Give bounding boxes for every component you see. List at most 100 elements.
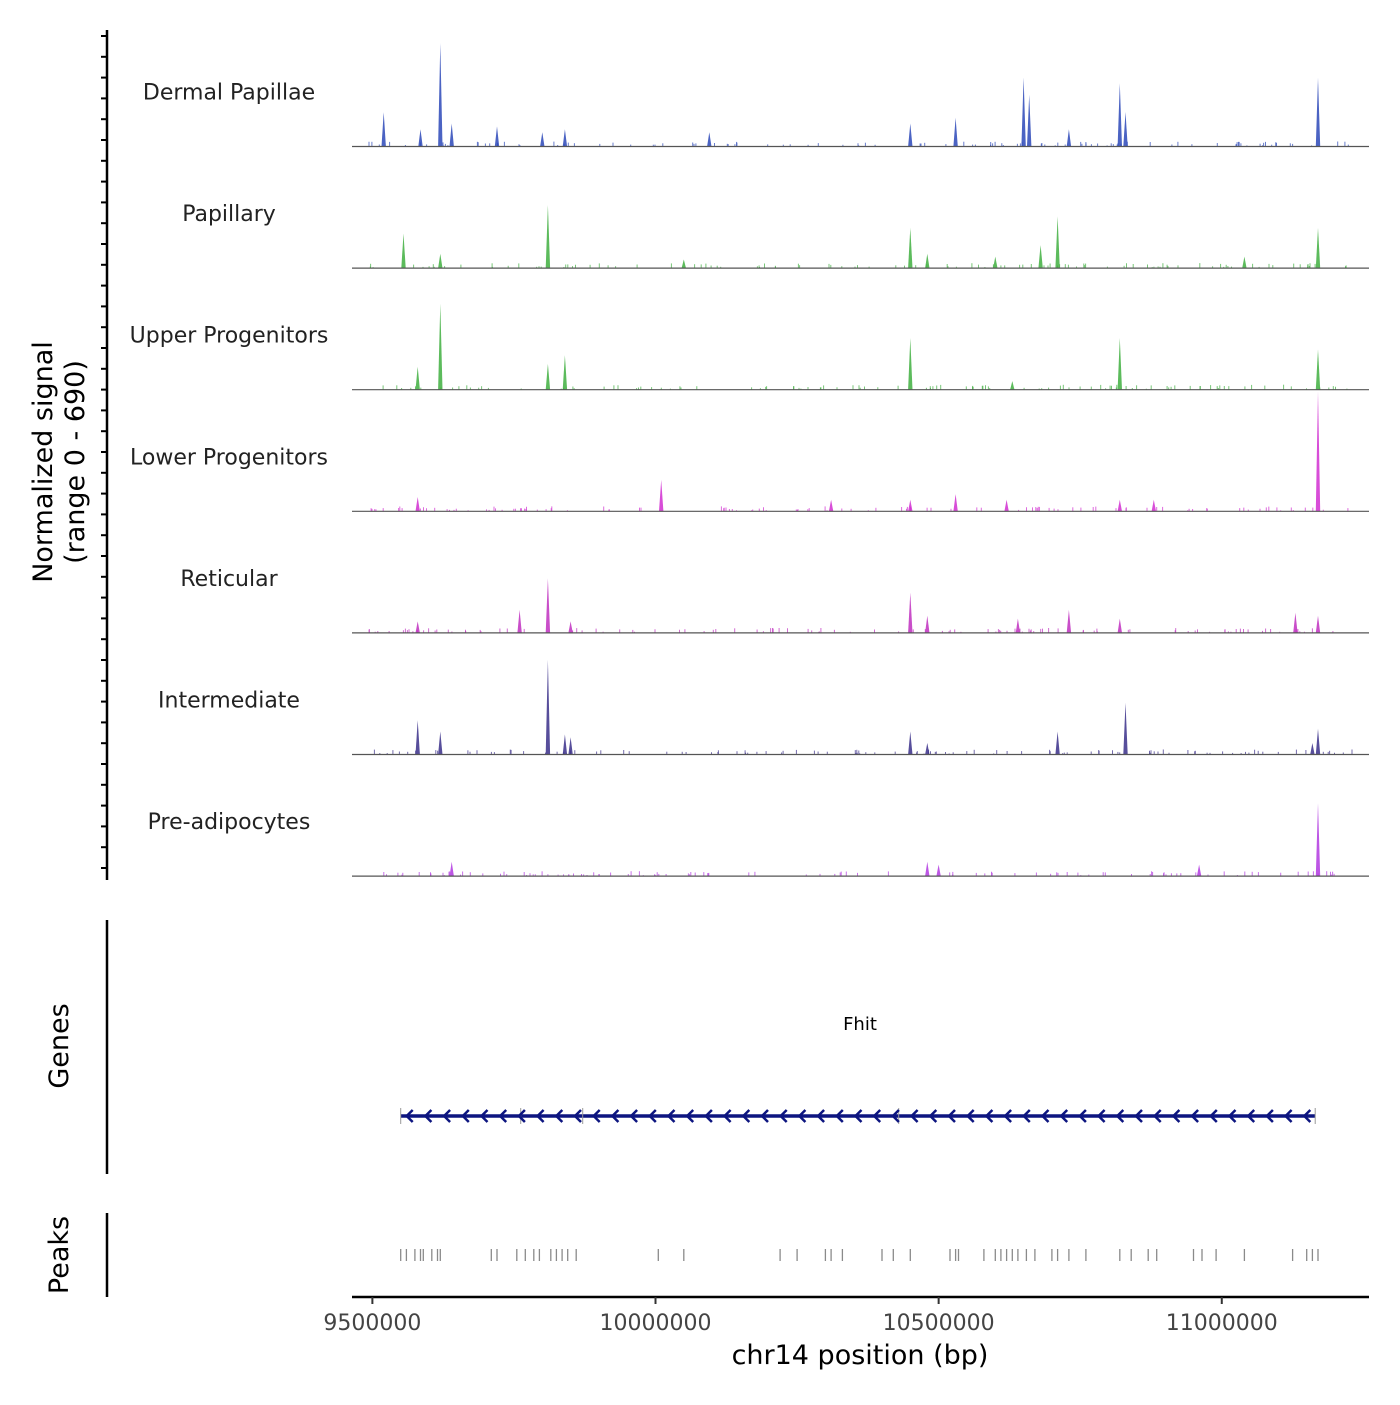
x-tick-label: 10000000	[600, 1311, 712, 1336]
signal-peak	[545, 578, 551, 633]
signal-peak	[1117, 338, 1122, 390]
x-tick-label: 11000000	[1166, 1311, 1278, 1336]
genes-axis-title: Genes	[44, 1003, 75, 1088]
signal-peak	[1315, 615, 1321, 633]
strand-arrow	[1152, 1109, 1162, 1123]
strand-arrow	[1227, 1109, 1237, 1123]
signal-peak	[494, 126, 500, 147]
signal-peak	[545, 659, 551, 755]
strand-arrow	[722, 1109, 732, 1123]
signal-peak	[415, 720, 420, 755]
signal-peak	[1315, 728, 1321, 755]
signal-peak	[1123, 112, 1128, 147]
track-label: Intermediate	[158, 689, 300, 714]
strand-arrow	[835, 1109, 844, 1123]
track-label: Lower Progenitors	[130, 445, 328, 470]
strand-arrow	[591, 1109, 601, 1123]
signal-peak	[908, 731, 913, 755]
signal-peak	[681, 259, 686, 269]
signal-peak	[545, 205, 551, 269]
signal-peak	[908, 123, 913, 147]
strand-arrow	[928, 1109, 938, 1123]
y-axis-title-line2: (range 0 - 690)	[60, 360, 91, 564]
strand-arrow	[797, 1109, 807, 1123]
strand-arrow	[1115, 1109, 1125, 1123]
signal-peak	[438, 253, 443, 269]
signal-peak	[908, 227, 913, 269]
strand-arrow	[853, 1109, 863, 1123]
strand-arrow	[685, 1109, 695, 1123]
strand-arrow	[1209, 1109, 1218, 1123]
signal-peak	[415, 621, 420, 633]
signal-peak	[1055, 731, 1060, 755]
strand-arrow	[610, 1109, 620, 1123]
signal-peak	[438, 303, 443, 390]
track-papillary: Papillary	[182, 202, 1369, 269]
track-label: Upper Progenitors	[130, 324, 329, 349]
strand-arrow	[984, 1109, 994, 1123]
strand-arrow	[1265, 1109, 1274, 1123]
strand-arrow	[1283, 1109, 1293, 1123]
signal-peak	[1066, 609, 1072, 633]
x-tick-label: 10500000	[883, 1311, 995, 1336]
signal-peak	[562, 129, 568, 147]
signal-peak	[1123, 702, 1128, 755]
signal-peak	[568, 621, 573, 633]
strand-arrow	[573, 1109, 582, 1123]
signal-peak	[925, 743, 930, 755]
signal-peak	[1015, 618, 1021, 633]
strand-arrow	[554, 1109, 564, 1123]
x-tick-label: 9500000	[323, 1311, 421, 1336]
strand-arrow	[704, 1109, 713, 1123]
signal-peak	[1038, 245, 1043, 269]
signal-peak	[438, 731, 443, 755]
signal-peak	[925, 615, 930, 633]
strand-arrow	[1078, 1109, 1087, 1123]
signal-peak	[562, 734, 568, 755]
signal-peak	[659, 479, 664, 512]
strand-arrow	[1171, 1109, 1181, 1123]
strand-arrow	[498, 1109, 508, 1123]
track-label: Papillary	[182, 202, 276, 227]
signal-peak	[438, 43, 443, 147]
signal-peak	[1310, 743, 1315, 755]
signal-peak	[828, 499, 834, 512]
track-reticular: Reticular	[180, 567, 1369, 634]
strand-arrow	[517, 1109, 526, 1123]
signal-peak	[953, 117, 958, 147]
strand-arrow	[760, 1109, 769, 1123]
strand-arrow	[1096, 1109, 1106, 1123]
signal-peak	[908, 499, 913, 512]
signal-peak	[1315, 349, 1321, 390]
track-dermal-papillae: Dermal Papillae	[143, 43, 1369, 148]
signal-peak	[415, 497, 420, 512]
strand-arrow	[1040, 1109, 1050, 1123]
track-label: Reticular	[180, 567, 278, 592]
strand-arrow	[442, 1109, 451, 1123]
signal-peak	[401, 233, 406, 269]
signal-peak	[953, 494, 958, 512]
strand-arrow	[423, 1109, 433, 1123]
signal-peak	[415, 366, 420, 390]
strand-arrow	[909, 1109, 919, 1123]
track-pre-adipocytes: Pre-adipocytes	[148, 803, 1369, 877]
signal-peak	[1117, 83, 1122, 147]
signal-peak	[908, 592, 913, 633]
signal-peak	[540, 132, 545, 147]
strand-arrow	[629, 1109, 638, 1123]
strand-arrow	[778, 1109, 788, 1123]
signal-peak	[1117, 618, 1122, 633]
strand-arrow	[1059, 1109, 1069, 1123]
signal-peak	[908, 338, 913, 390]
strand-arrow	[965, 1109, 975, 1123]
signal-peak	[545, 363, 551, 390]
signal-peak	[1315, 77, 1321, 147]
signal-peak	[993, 256, 998, 269]
signal-peak	[1055, 216, 1060, 269]
strand-arrow	[479, 1109, 489, 1123]
signal-peak	[1027, 94, 1032, 147]
strand-arrow	[1246, 1109, 1256, 1123]
y-axis-title-line1: Normalized signal	[28, 341, 59, 583]
